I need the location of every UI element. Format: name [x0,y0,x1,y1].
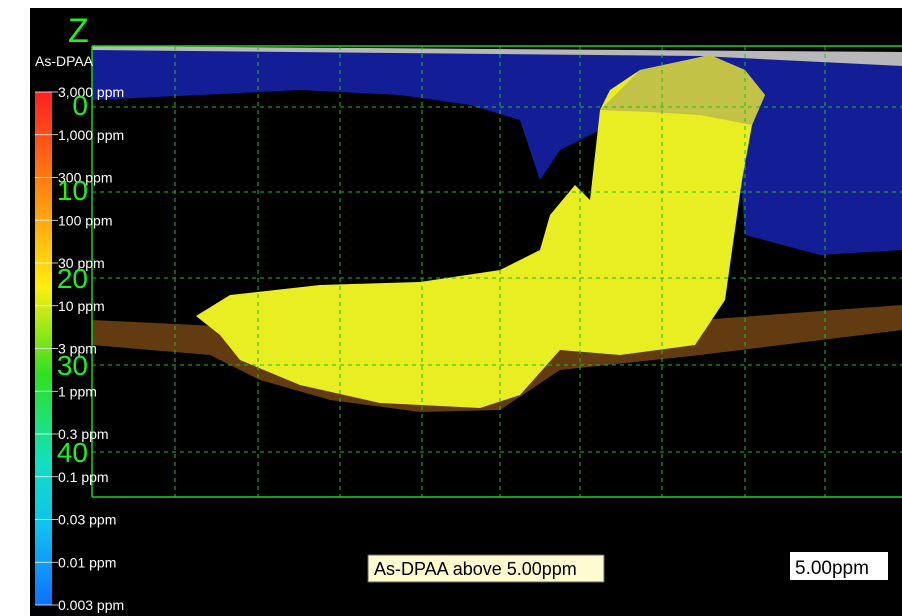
surface [92,46,902,66]
axis-label: 30 [57,350,88,381]
legend-label: 100 ppm [58,212,112,228]
legend-label: 0.03 ppm [58,512,116,528]
axis-label: 0 [72,90,88,121]
frame [91,45,902,498]
legend-label: 0.01 ppm [58,554,116,570]
grid [92,46,902,497]
legend-label: 0.3 ppm [58,426,109,442]
threshold-box [790,552,888,580]
legend-label: 0.1 ppm [58,469,109,485]
legend-title: As-DPAA [35,53,94,69]
axis-label: 20 [57,263,88,294]
caption-box [367,554,605,583]
threshold: 5.00ppm [795,558,869,579]
legend-label: 3 ppm [58,341,97,357]
legend-label: 1 ppm [58,383,97,399]
legend-label: 3,000 ppm [58,84,124,100]
axis-label: 40 [57,437,88,468]
legend-label: 10 ppm [58,298,105,314]
plume-top [600,55,765,125]
legend-label: 1,000 ppm [58,127,124,143]
legend-label: 30 ppm [58,255,105,271]
yellow-plume [196,55,765,408]
legend-label: 0.003 ppm [58,597,124,613]
axis-title: Z [68,12,89,50]
caption: As-DPAA above 5.00ppm [374,559,577,579]
axis-label: 10 [57,175,88,206]
legend-label: 300 ppm [58,170,112,186]
